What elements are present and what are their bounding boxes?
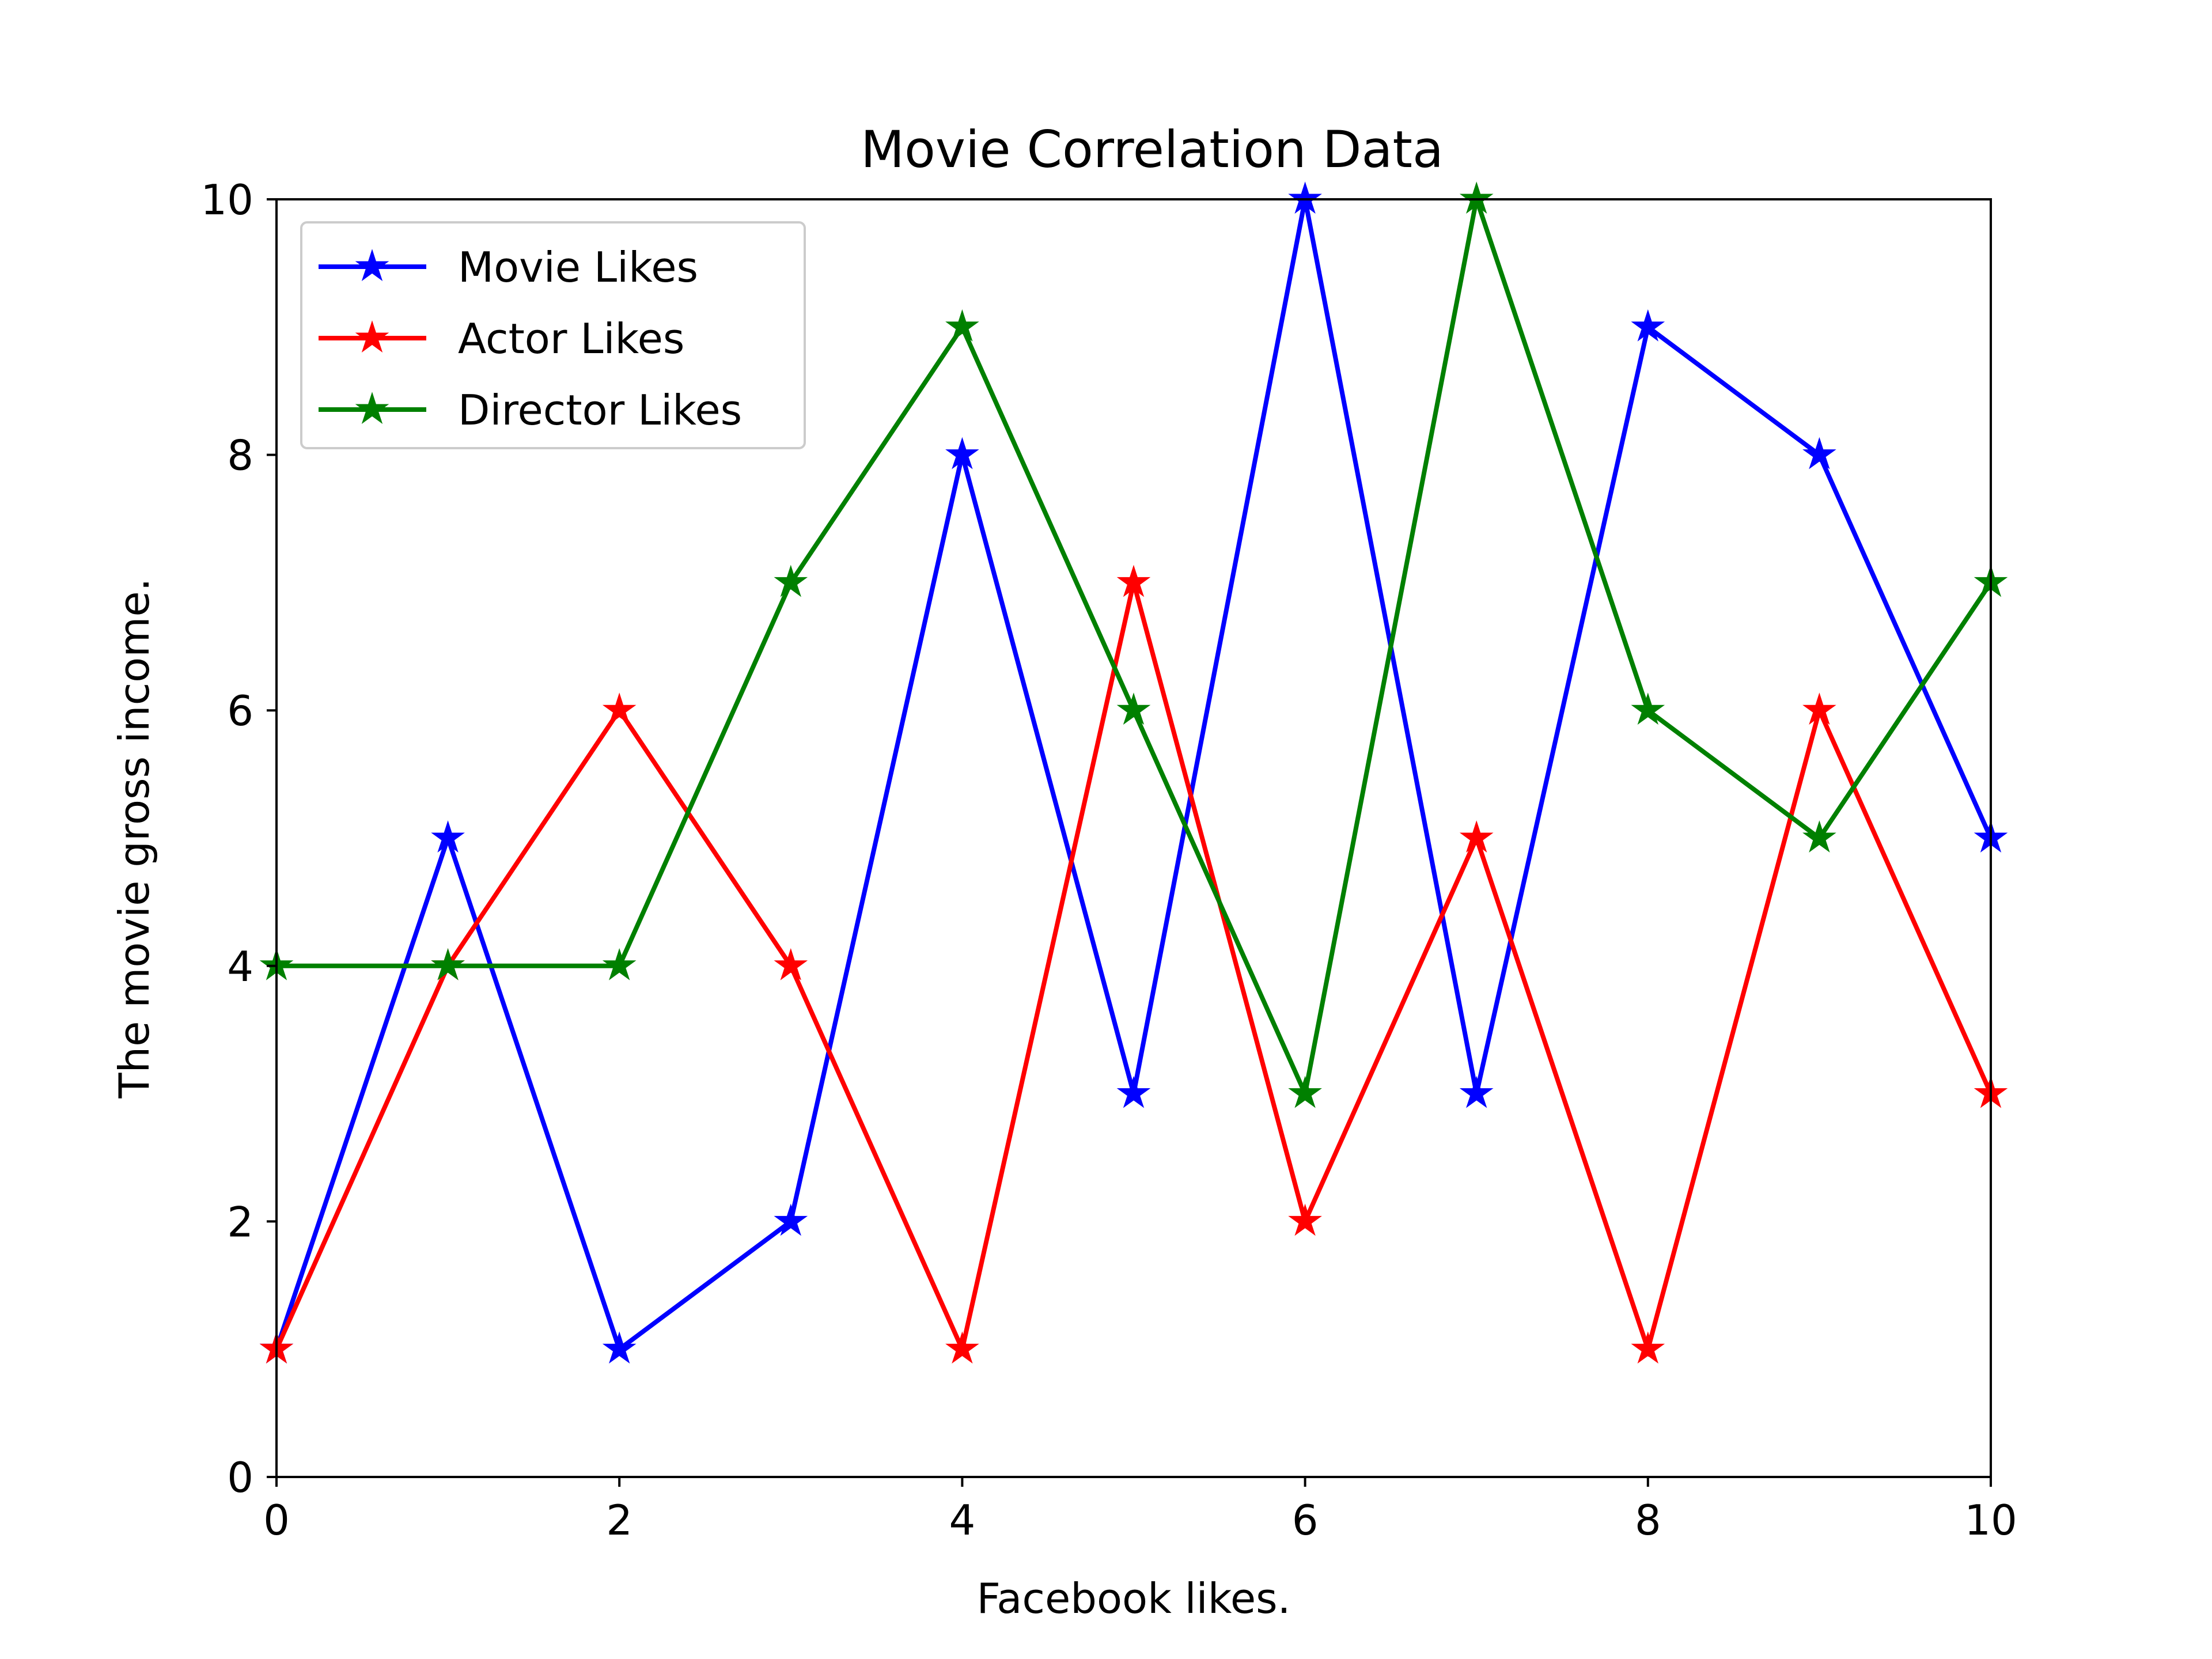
data-point-director-likes	[1802, 820, 1836, 853]
legend-label: Movie Likes	[458, 243, 698, 291]
x-tick-label: 10	[1964, 1496, 2017, 1544]
legend-item-director-likes: Director Likes	[319, 386, 742, 434]
data-point-movie-likes	[1116, 1075, 1151, 1108]
chart-title: Movie Correlation Data	[861, 120, 1444, 179]
data-point-movie-likes	[602, 1331, 637, 1364]
legend-swatch-marker	[355, 249, 389, 281]
data-point-movie-likes	[774, 1203, 808, 1236]
data-point-actor-likes	[1802, 692, 1836, 725]
y-tick-label: 0	[227, 1453, 253, 1502]
data-point-director-likes	[1459, 181, 1494, 214]
y-tick-label: 6	[227, 687, 253, 735]
data-point-director-likes	[431, 948, 465, 980]
y-tick-label: 2	[227, 1198, 253, 1246]
y-tick-label: 8	[227, 431, 253, 480]
data-point-actor-likes	[1116, 565, 1151, 597]
data-point-actor-likes	[602, 692, 637, 725]
data-point-director-likes	[1116, 692, 1151, 725]
data-point-movie-likes	[1631, 309, 1665, 342]
legend-label: Director Likes	[458, 386, 742, 434]
x-axis: 0 2 4 6 8 10	[263, 1477, 2017, 1544]
y-tick-label: 10	[200, 176, 253, 224]
data-point-director-likes	[1288, 1075, 1322, 1108]
legend: Movie Likes Actor Likes Director Likes	[300, 221, 806, 449]
x-tick-label: 4	[949, 1496, 975, 1544]
data-point-movie-likes	[1459, 1075, 1494, 1108]
legend-item-movie-likes: Movie Likes	[319, 243, 698, 291]
data-point-actor-likes	[774, 948, 808, 980]
y-tick-label: 4	[227, 942, 253, 991]
data-point-actor-likes	[945, 1331, 979, 1364]
x-axis-label: Facebook likes.	[976, 1574, 1290, 1623]
data-point-actor-likes	[1631, 1331, 1665, 1364]
x-tick-label: 6	[1292, 1496, 1319, 1544]
data-point-actor-likes	[1288, 1203, 1322, 1236]
legend-swatch-marker	[355, 320, 389, 353]
plot-frame	[275, 198, 1992, 1478]
legend-swatch-marker	[355, 392, 389, 424]
data-point-movie-likes	[945, 437, 979, 469]
data-point-movie-likes	[1288, 181, 1322, 214]
series-director-likes	[259, 181, 2008, 1108]
data-point-movie-likes	[1802, 437, 1836, 469]
data-point-director-likes	[945, 309, 979, 342]
data-point-director-likes	[774, 565, 808, 597]
legend-box	[300, 221, 806, 449]
y-axis-label: The movie gross income.	[110, 578, 158, 1099]
data-point-actor-likes	[1459, 820, 1494, 853]
y-axis: 0 2 4 6 8 10	[200, 176, 276, 1502]
series-movie-likes	[259, 181, 2008, 1364]
data-point-director-likes	[602, 948, 637, 980]
x-tick-label: 8	[1635, 1496, 1661, 1544]
x-tick-label: 0	[263, 1496, 290, 1544]
legend-item-actor-likes: Actor Likes	[319, 315, 684, 363]
data-point-movie-likes	[431, 820, 465, 853]
x-tick-label: 2	[606, 1496, 632, 1544]
legend-label: Actor Likes	[458, 315, 684, 363]
data-point-director-likes	[1631, 692, 1665, 725]
